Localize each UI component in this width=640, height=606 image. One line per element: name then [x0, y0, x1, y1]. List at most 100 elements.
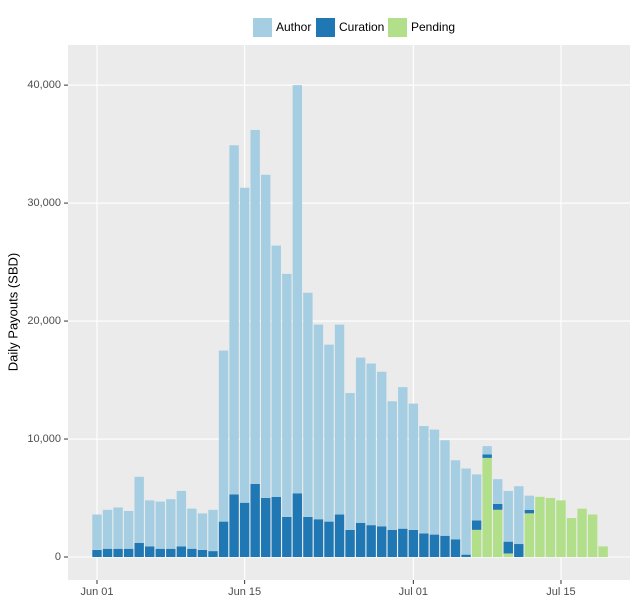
- bar-segment: [155, 548, 165, 557]
- bar-segment: [471, 529, 482, 557]
- y-axis-title: Daily Payouts (SBD): [5, 253, 20, 371]
- bar-segment: [482, 446, 492, 455]
- x-tick-label: Jul 01: [399, 586, 428, 598]
- legend-label: Curation: [339, 20, 384, 34]
- bar-segment: [577, 508, 587, 557]
- bar-segment: [482, 457, 492, 557]
- bar-segment: [166, 548, 176, 557]
- bar-segment: [377, 526, 387, 557]
- bar-segment: [587, 514, 598, 557]
- bar-segment: [493, 479, 503, 504]
- bar-segment: [239, 187, 250, 503]
- bar-segment: [503, 541, 513, 554]
- bar-segment: [324, 521, 334, 557]
- bar-segment: [134, 542, 144, 557]
- bar-segment: [387, 529, 397, 557]
- bar-segment: [556, 500, 566, 557]
- bar-segment: [566, 518, 577, 557]
- bar-segment: [102, 509, 113, 549]
- bar-segment: [450, 460, 461, 540]
- legend-swatch: [388, 18, 407, 37]
- bar-segment: [545, 498, 556, 557]
- bar-segment: [429, 534, 440, 557]
- bar-segment: [429, 429, 440, 535]
- bar-segment: [493, 503, 503, 510]
- bar-segment: [229, 145, 239, 495]
- bar-segment: [92, 514, 102, 550]
- bar-segment: [524, 509, 535, 514]
- bar-segment: [387, 401, 397, 530]
- bar-segment: [197, 513, 208, 550]
- bar-segment: [450, 539, 461, 557]
- bar-segment: [187, 548, 197, 557]
- bar-segment: [261, 498, 271, 557]
- bar-segment: [398, 387, 408, 529]
- bar-segment: [471, 474, 482, 521]
- bar-segment: [345, 393, 355, 530]
- bar-segment: [324, 344, 334, 522]
- bar-segment: [102, 548, 113, 557]
- bar-segment: [313, 519, 324, 557]
- bar-segment: [271, 245, 281, 497]
- bar-segment: [503, 490, 513, 542]
- bar-segment: [535, 496, 545, 557]
- bar-segment: [461, 468, 471, 555]
- bar-segment: [123, 510, 134, 549]
- y-tick-label: 0: [55, 551, 61, 563]
- legend-swatch: [316, 18, 335, 37]
- bar-segment: [123, 548, 134, 557]
- y-tick-label: 10,000: [27, 433, 61, 445]
- bar-segment: [366, 363, 376, 526]
- bar-segment: [524, 513, 535, 557]
- bar-segment: [250, 129, 260, 484]
- bar-segment: [514, 486, 524, 545]
- bar-segment: [461, 554, 471, 557]
- legend-label: Author: [276, 20, 311, 34]
- bar-segment: [440, 535, 450, 557]
- bar-segment: [408, 529, 419, 557]
- legend-swatch: [253, 18, 272, 37]
- bar-segment: [113, 548, 123, 557]
- bar-segment: [334, 514, 345, 557]
- bar-segment: [355, 522, 366, 557]
- bar-segment: [334, 324, 345, 515]
- bar-segment: [145, 546, 155, 557]
- bar-segment: [398, 528, 408, 557]
- bar-segment: [366, 525, 376, 557]
- bar-segment: [598, 546, 608, 557]
- x-tick-label: Jun 15: [228, 586, 261, 598]
- bar-segment: [313, 324, 324, 520]
- bar-segment: [229, 494, 239, 557]
- x-tick-label: Jun 01: [80, 586, 113, 598]
- bar-segment: [176, 546, 187, 557]
- bar-segment: [113, 507, 123, 549]
- bar-segment: [419, 533, 429, 557]
- y-tick-label: 40,000: [27, 79, 61, 91]
- bar-segment: [239, 502, 250, 557]
- y-tick-label: 20,000: [27, 315, 61, 327]
- bar-segment: [176, 490, 187, 547]
- bar-segment: [471, 520, 482, 530]
- bar-segment: [92, 549, 102, 557]
- legend-label: Pending: [411, 20, 455, 34]
- bar-segment: [155, 501, 165, 549]
- bar-segment: [250, 483, 260, 557]
- bar-segment: [503, 553, 513, 557]
- bar-segment: [218, 350, 229, 522]
- bar-segment: [303, 292, 313, 517]
- bar-segment: [482, 454, 492, 458]
- bar-segment: [377, 371, 387, 527]
- bar-segment: [282, 516, 292, 557]
- bar-segment: [166, 499, 176, 549]
- bar-segment: [440, 440, 450, 536]
- bar-segment: [145, 500, 155, 547]
- bar-segment: [282, 273, 292, 517]
- bar-segment: [292, 85, 303, 494]
- bar-segment: [187, 508, 197, 549]
- bar-segment: [524, 495, 535, 510]
- x-tick-label: Jul 15: [546, 586, 575, 598]
- bar-segment: [292, 493, 303, 557]
- bar-segment: [514, 544, 524, 557]
- y-tick-label: 30,000: [27, 197, 61, 209]
